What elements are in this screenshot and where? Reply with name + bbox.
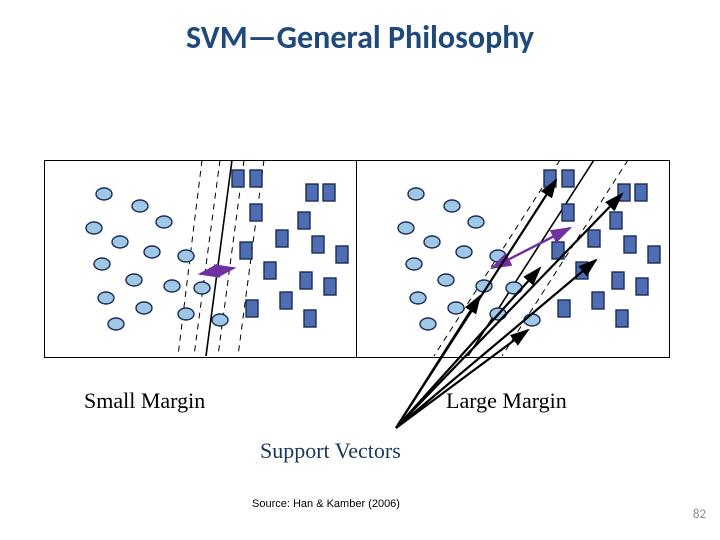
page-number: 82 <box>693 507 706 522</box>
caption-support-vectors: Support Vectors <box>260 438 401 464</box>
caption-large-margin: Large Margin <box>446 388 567 414</box>
caption-small-margin: Small Margin <box>84 388 205 414</box>
source-citation: Source: Han & Kamber (2006) <box>252 498 400 510</box>
